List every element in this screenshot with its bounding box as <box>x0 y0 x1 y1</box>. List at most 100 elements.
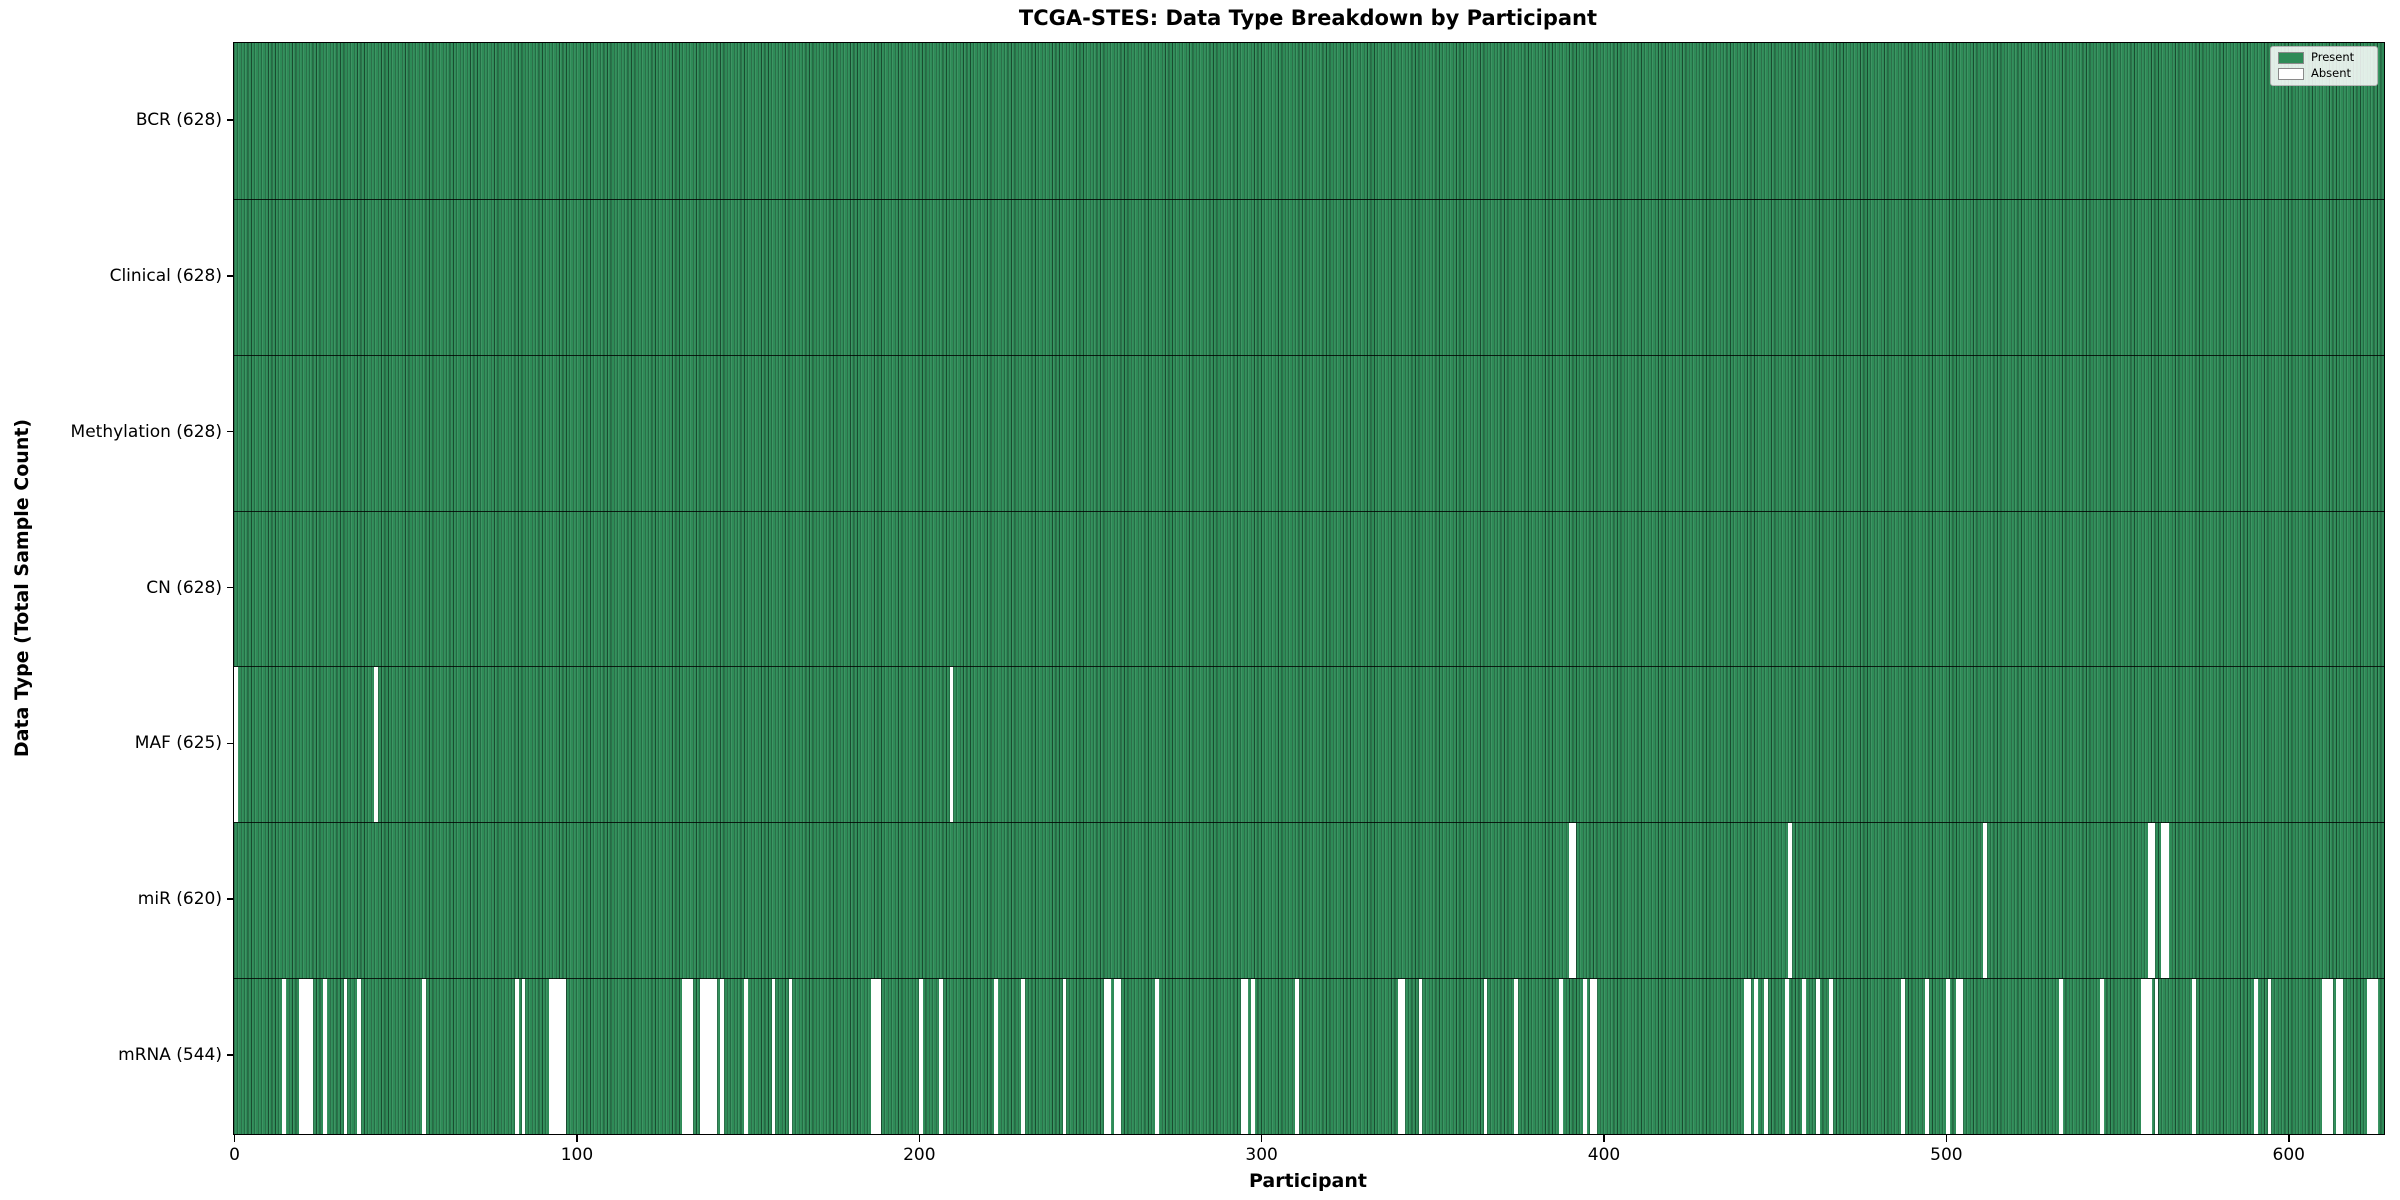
row-BCR <box>234 43 2384 199</box>
absent-bar <box>1569 823 1573 979</box>
absent-bar <box>949 667 954 823</box>
absent-bar <box>709 979 714 1134</box>
absent-bar <box>1154 979 1159 1134</box>
absent-bar <box>713 979 718 1134</box>
absent-bar <box>1250 979 1255 1134</box>
absent-bar <box>1107 979 1111 1134</box>
ytick-mark <box>227 274 235 277</box>
absent-bar <box>2370 979 2375 1134</box>
absent-bar <box>1243 979 1248 1134</box>
absent-bar <box>877 979 882 1134</box>
absent-bar <box>1514 979 1519 1134</box>
absent-bar <box>682 979 687 1134</box>
xtick-label: 300 <box>1245 1145 1278 1165</box>
xtick-mark <box>918 1134 921 1142</box>
absent-bar <box>939 979 944 1134</box>
absent-bar <box>2154 979 2159 1134</box>
absent-bar <box>1829 979 1834 1134</box>
ytick-mark <box>227 898 235 900</box>
absent-bar <box>548 979 553 1134</box>
absent-bar <box>1113 979 1118 1134</box>
absent-bar <box>1983 823 1988 979</box>
absent-bar <box>2253 979 2258 1134</box>
present-swatch <box>2278 52 2304 64</box>
row-CN <box>234 510 2384 667</box>
xtick-label: 100 <box>560 1145 594 1165</box>
absent-bar <box>1815 979 1820 1134</box>
absent-bar <box>323 979 327 1134</box>
absent-bar <box>1572 823 1577 979</box>
absent-bar <box>720 979 724 1134</box>
absent-bar <box>2147 823 2152 979</box>
xtick-mark <box>1603 1134 1605 1142</box>
absent-bar <box>1764 979 1769 1134</box>
row-Methylation <box>234 354 2384 511</box>
absent-bar <box>1483 979 1488 1134</box>
absent-bar <box>1021 979 1026 1134</box>
absent-bar <box>422 979 427 1134</box>
absent-bar <box>562 979 567 1134</box>
absent-bar <box>703 979 707 1134</box>
absent-bar <box>706 979 711 1134</box>
absent-bar <box>2339 979 2344 1134</box>
xtick-label: 200 <box>903 1145 936 1165</box>
absent-bar <box>1418 979 1423 1134</box>
absent-bar <box>874 979 879 1134</box>
legend-label: Present <box>2311 50 2355 65</box>
absent-bar <box>771 979 776 1134</box>
absent-bar <box>555 979 560 1134</box>
ytick-label-MAF: MAF (625) <box>134 733 222 754</box>
absent-bar <box>2099 979 2104 1134</box>
ytick-mark <box>227 742 235 745</box>
xtick-label: 500 <box>1930 1145 1963 1165</box>
absent-bar <box>1398 979 1402 1134</box>
xtick-label: 400 <box>1587 1145 1621 1165</box>
absent-bar <box>1956 979 1960 1134</box>
absent-bar <box>689 979 694 1134</box>
absent-bar <box>699 979 704 1134</box>
row-miR <box>234 822 2384 979</box>
absent-bar <box>374 667 379 823</box>
absent-bar <box>1747 979 1752 1134</box>
absent-bar <box>1295 979 1300 1134</box>
chart-title: TCGA-STES: Data Type Breakdown by Partic… <box>1018 6 1598 30</box>
absent-bar <box>2192 979 2197 1134</box>
absent-bar <box>1401 979 1406 1134</box>
ytick-label-BCR: BCR (628) <box>135 109 222 130</box>
absent-bar <box>305 979 310 1134</box>
absent-bar <box>302 979 307 1134</box>
absent-bar <box>1945 979 1950 1134</box>
absent-bar <box>685 979 690 1134</box>
absent-bar <box>1754 979 1758 1134</box>
absent-bar <box>299 979 303 1134</box>
absent-bar <box>1062 979 1067 1134</box>
absent-bar <box>2373 979 2378 1134</box>
absent-bar <box>870 979 875 1134</box>
absent-bar <box>1925 979 1930 1134</box>
absent-bar <box>2058 979 2063 1134</box>
absent-bar <box>1901 979 1906 1134</box>
ytick-mark <box>227 586 235 589</box>
legend-item-present: Present <box>2278 52 2370 64</box>
xtick-label: 600 <box>2272 1145 2305 1165</box>
absent-bar <box>918 979 923 1134</box>
absent-bar <box>2329 979 2334 1134</box>
absent-bar <box>281 979 286 1134</box>
absent-bar <box>357 979 362 1134</box>
xtick-label: 0 <box>229 1145 241 1165</box>
absent-bar <box>343 979 348 1134</box>
absent-bar <box>1240 979 1245 1134</box>
absent-bar <box>2325 979 2330 1134</box>
absent-bar <box>521 979 526 1134</box>
absent-bar <box>552 979 557 1134</box>
xtick-mark <box>2287 1134 2290 1142</box>
legend-item-absent: Absent <box>2278 68 2370 80</box>
absent-bar <box>2322 979 2327 1134</box>
ytick-mark <box>227 1054 235 1056</box>
absent-bar <box>514 979 519 1134</box>
row-mRNA <box>234 978 2384 1134</box>
xtick-mark <box>233 1134 236 1142</box>
absent-bar <box>2336 979 2340 1134</box>
plot-area <box>233 42 2385 1135</box>
